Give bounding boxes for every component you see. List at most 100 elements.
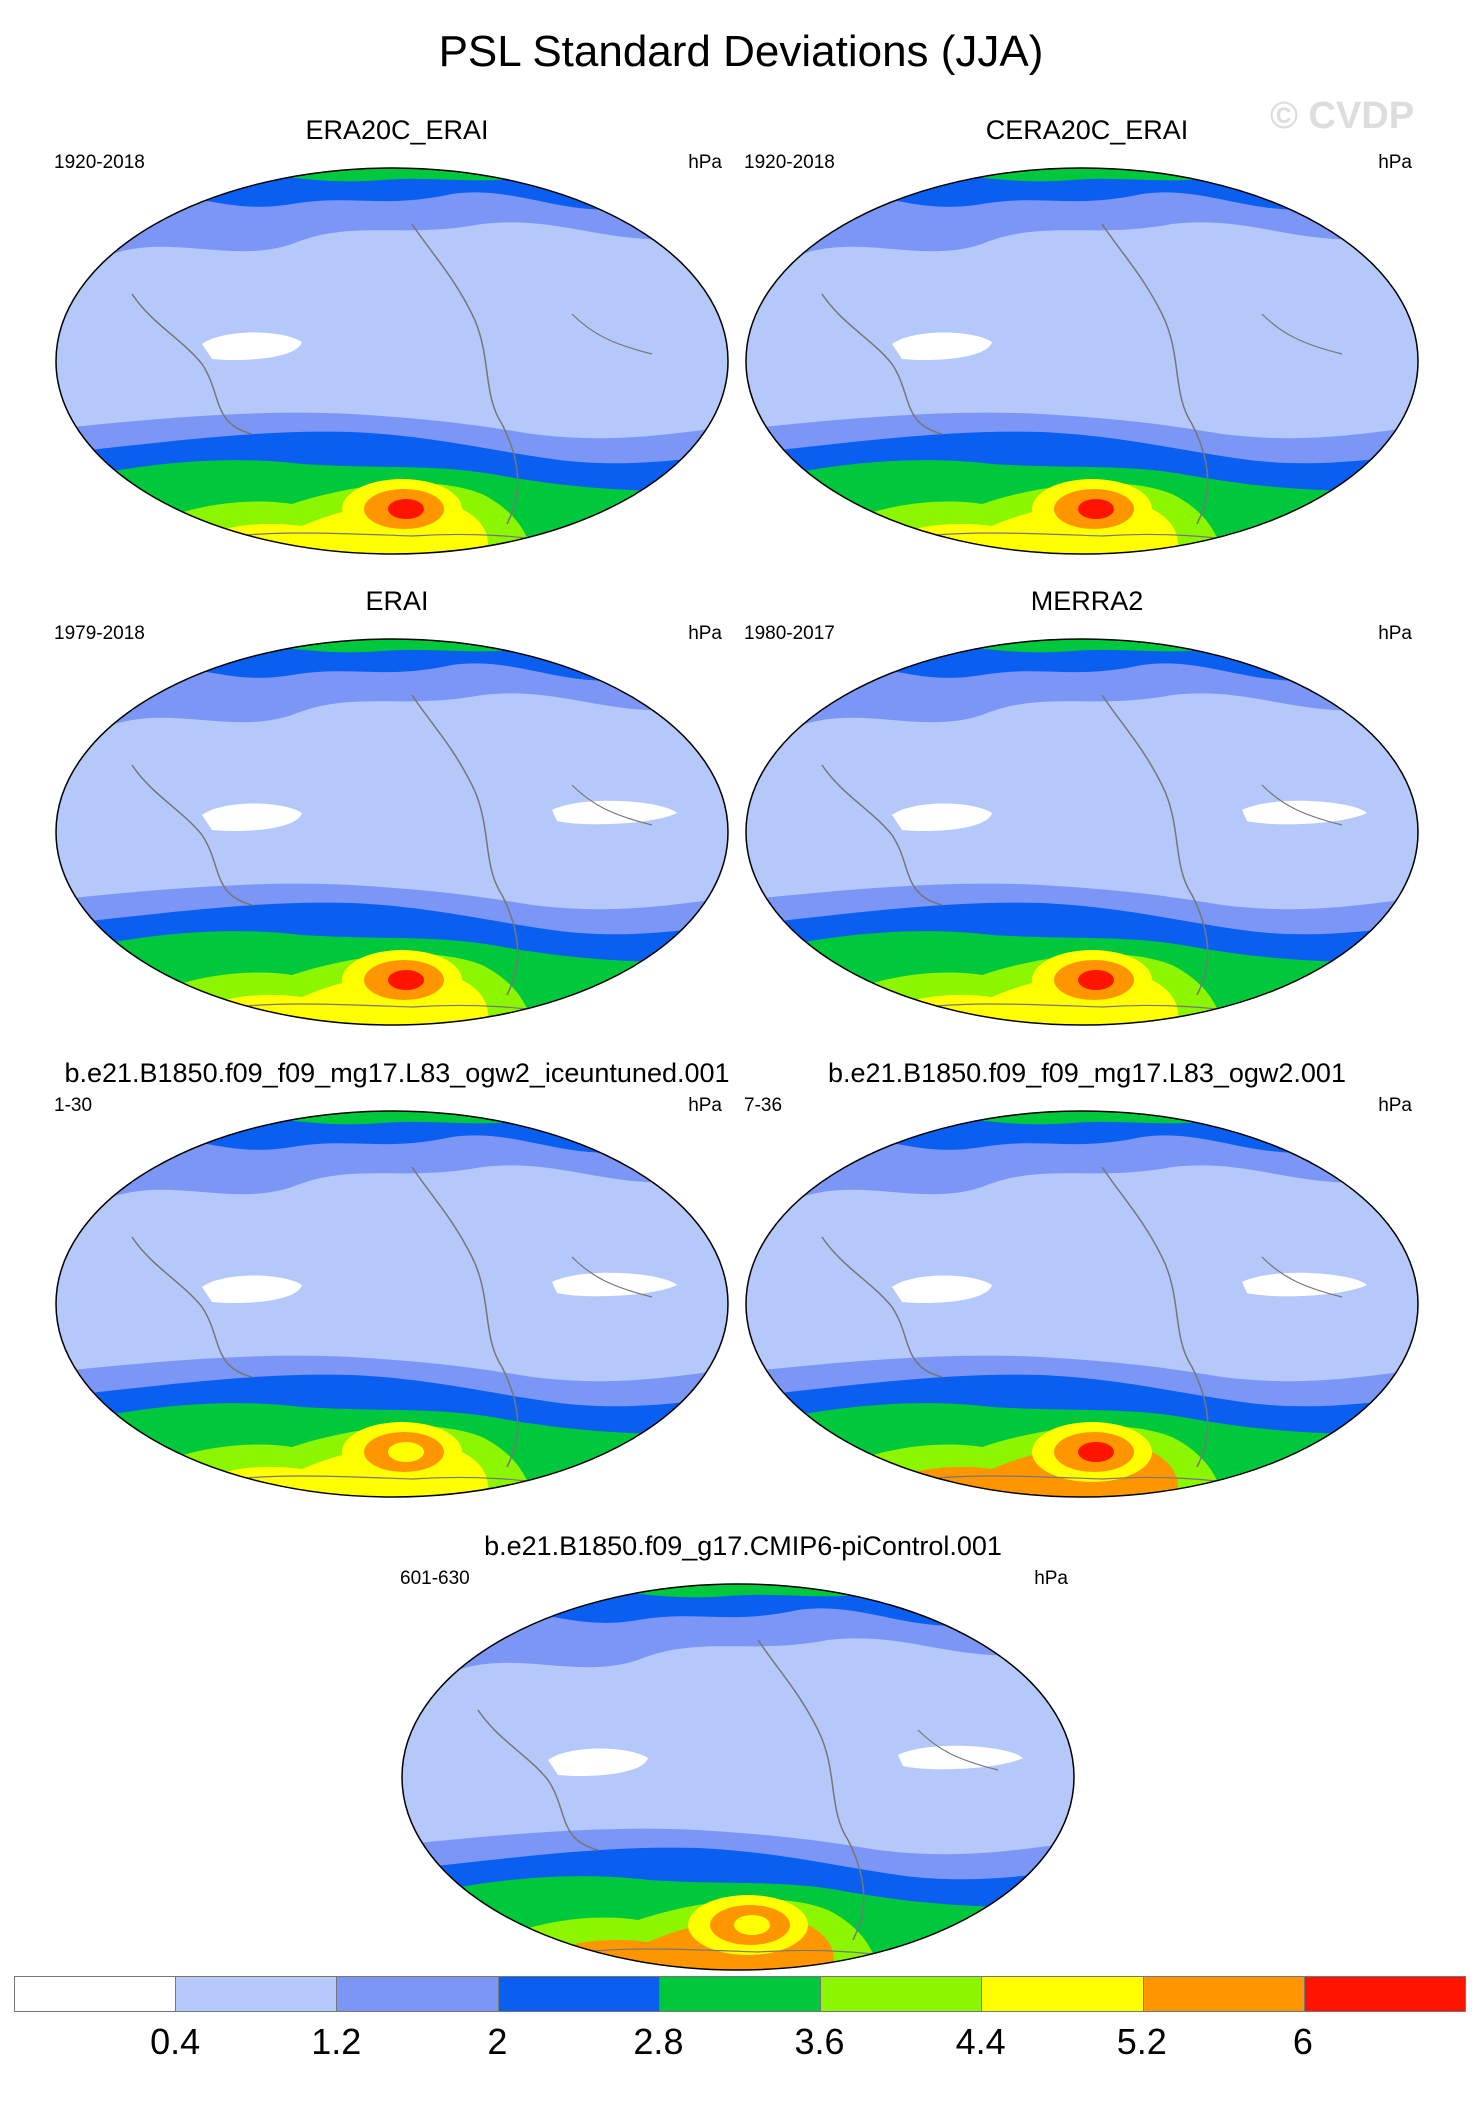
colorbar-box [982, 1977, 1144, 2011]
panel-title: CERA20C_ERAI [985, 115, 1189, 145]
colorbar-box [659, 1977, 822, 2011]
map-projection [401, 1583, 1075, 1971]
map-border [401, 1583, 1075, 1971]
map-panel: ERA20C_ERAI 1920-2018 hPa [52, 114, 742, 564]
colorbar-box [498, 1977, 660, 2011]
southeast-pacific-max [1078, 1442, 1114, 1462]
north-band-4 [272, 168, 532, 182]
americas-coastline [757, 1639, 865, 1941]
antarctica-coastline [211, 532, 573, 545]
panel-title: ERA20C_ERAI [305, 115, 489, 145]
north-band-4 [962, 168, 1222, 182]
panel-title: b.e21.B1850.f09_f09_mg17.L83_ogw2_iceunt… [64, 1058, 730, 1088]
panel-years: 601-630 [400, 1568, 470, 1589]
americas-coastline [1101, 694, 1209, 996]
colorbar-box [1143, 1977, 1305, 2011]
africa-coastline [571, 784, 653, 826]
americas-coastline [411, 1166, 519, 1468]
africa-coastline [571, 313, 653, 355]
tropic-patch-east [552, 800, 677, 825]
north-band-4 [272, 639, 532, 653]
map-border [745, 1110, 1419, 1498]
panel-title: b.e21.B1850.f09_g17.CMIP6-piControl.001 [484, 1531, 1002, 1561]
panel-units: hPa [688, 152, 722, 173]
africa-coastline [1261, 313, 1343, 355]
map-projection [55, 167, 729, 555]
panel-units: hPa [1378, 1095, 1412, 1116]
tropic-patch-west [892, 332, 992, 361]
panel-title: b.e21.B1850.f09_f09_mg17.L83_ogw2.001 [828, 1058, 1346, 1088]
map-projection [745, 167, 1419, 555]
panel-years: 1980-2017 [744, 623, 835, 644]
panel-units: hPa [688, 1095, 722, 1116]
panel-title: MERRA2 [1030, 586, 1144, 616]
southeast-pacific-max [1078, 970, 1114, 990]
colorbar-box [337, 1977, 499, 2011]
asia-coastline [131, 1236, 253, 1378]
north-band-4 [962, 1111, 1222, 1125]
americas-coastline [1101, 223, 1209, 525]
colorbar-tick-label: 4.4 [955, 2021, 1006, 2062]
panel-units: hPa [1378, 152, 1412, 173]
antarctica-coastline [211, 1003, 573, 1016]
asia-coastline [821, 764, 943, 906]
asia-coastline [131, 293, 253, 435]
tropic-patch-east [1242, 1272, 1367, 1297]
africa-coastline [571, 1256, 653, 1298]
americas-coastline [411, 694, 519, 996]
tropic-patch-west [892, 803, 992, 832]
southeast-pacific-max [734, 1915, 770, 1935]
north-band-4 [272, 1111, 532, 1125]
antarctica-coastline [557, 1948, 919, 1961]
asia-coastline [821, 1236, 943, 1378]
tropic-patch-west [548, 1748, 648, 1777]
colorbar-tick-label: 1.2 [311, 2021, 362, 2062]
north-band-4 [618, 1584, 878, 1598]
map-panel: ERAI 1979-2018 hPa [52, 585, 742, 1035]
map-panel: MERRA2 1980-2017 hPa [742, 585, 1432, 1035]
africa-coastline [917, 1729, 999, 1771]
colorbar-box [15, 1977, 177, 2011]
map-projection [745, 1110, 1419, 1498]
americas-coastline [1101, 1166, 1209, 1468]
map-border [745, 167, 1419, 555]
tropic-patch-west [202, 803, 302, 832]
panel-units: hPa [1034, 1568, 1068, 1589]
panel-years: 1920-2018 [744, 152, 835, 173]
asia-coastline [821, 293, 943, 435]
map-border [745, 638, 1419, 1026]
colorbar-tick-label: 3.6 [794, 2021, 845, 2062]
map-border [55, 167, 729, 555]
antarctica-coastline [901, 1003, 1263, 1016]
colorbar-tick-label: 6 [1292, 2021, 1313, 2062]
southeast-pacific-max [388, 970, 424, 990]
panel-title: ERAI [365, 586, 429, 616]
tropic-patch-west [202, 332, 302, 361]
map-border [55, 638, 729, 1026]
map-border [55, 1110, 729, 1498]
africa-coastline [1261, 1256, 1343, 1298]
panel-years: 1920-2018 [54, 152, 145, 173]
colorbar-box [821, 1977, 983, 2011]
colorbar-box [1304, 1977, 1465, 2011]
panel-years: 7-36 [744, 1095, 783, 1116]
tropic-patch-east [1242, 800, 1367, 825]
southeast-pacific-max [388, 499, 424, 519]
colorbar-box [176, 1977, 338, 2011]
panel-years: 1-30 [54, 1095, 93, 1116]
tropic-patch-west [202, 1275, 302, 1304]
figure-title: PSL Standard Deviations (JJA) [438, 27, 1044, 76]
tropic-patch-east [898, 1745, 1023, 1770]
tropic-patch-east [552, 1272, 677, 1297]
asia-coastline [131, 764, 253, 906]
map-panel: CERA20C_ERAI 1920-2018 hPa [742, 114, 1432, 564]
southeast-pacific-max [388, 1442, 424, 1462]
antarctica-coastline [901, 1475, 1263, 1488]
map-panel: b.e21.B1850.f09_f09_mg17.L83_ogw2.001 7-3… [742, 1057, 1432, 1507]
colorbar [14, 1976, 1466, 2012]
map-panel: b.e21.B1850.f09_g17.CMIP6-piControl.001 6… [398, 1530, 1088, 1980]
colorbar-tick-label: 2.8 [633, 2021, 684, 2062]
tropic-patch-west [892, 1275, 992, 1304]
colorbar-labels: 0.4 1.2 2 2.8 3.6 4.4 5.2 6 [14, 2020, 1464, 2070]
panel-units: hPa [688, 623, 722, 644]
